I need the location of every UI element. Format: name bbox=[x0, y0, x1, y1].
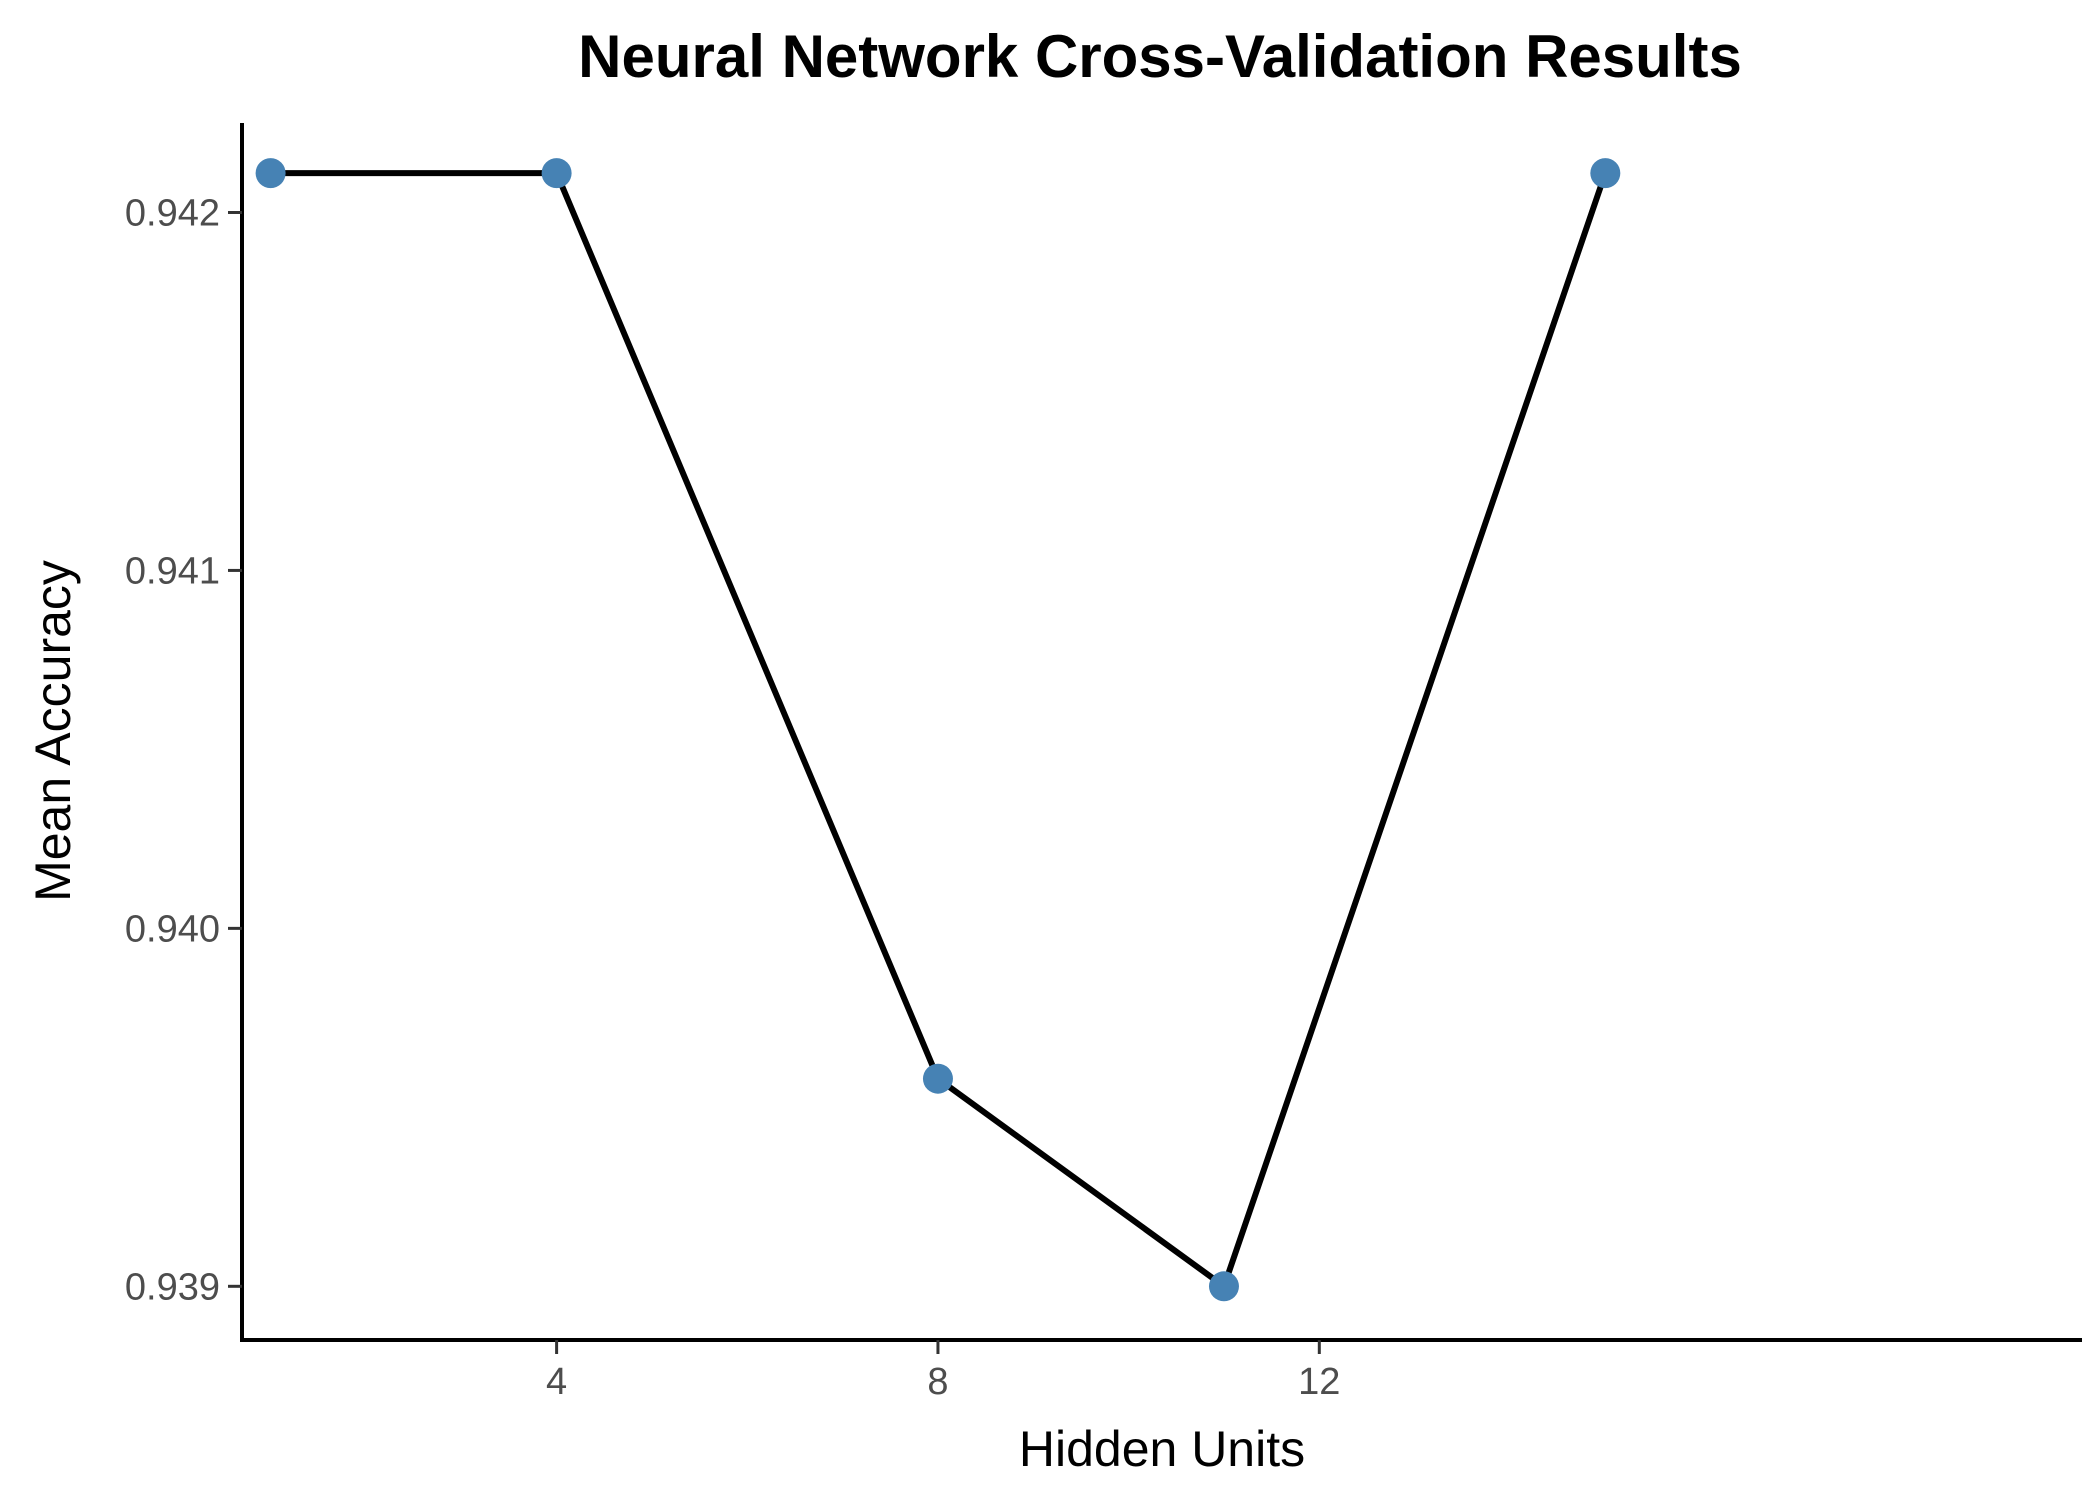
chart-title: Neural Network Cross-Validation Results bbox=[578, 23, 1742, 90]
x-tick-label: 4 bbox=[546, 1361, 567, 1403]
series-line bbox=[270, 170, 1609, 1290]
data-point bbox=[255, 158, 286, 189]
y-tick-label: 0.941 bbox=[125, 550, 220, 592]
data-point bbox=[1208, 1271, 1239, 1302]
y-tick-label: 0.940 bbox=[125, 908, 220, 950]
x-tick-label: 12 bbox=[1298, 1361, 1340, 1403]
y-tick-label: 0.942 bbox=[125, 192, 220, 234]
y-axis-ticks: 0.939 0.940 0.941 0.942 bbox=[125, 192, 242, 1308]
plot-area bbox=[255, 158, 1621, 1302]
x-axis-title: Hidden Units bbox=[1019, 1421, 1305, 1477]
data-point bbox=[541, 158, 572, 189]
y-axis-title: Mean Accuracy bbox=[25, 560, 81, 902]
y-tick-label: 0.939 bbox=[125, 1266, 220, 1308]
x-axis-ticks: 4 8 12 bbox=[546, 1340, 1340, 1403]
data-point bbox=[1590, 158, 1621, 189]
x-tick-label: 8 bbox=[927, 1361, 948, 1403]
data-point bbox=[922, 1063, 953, 1094]
